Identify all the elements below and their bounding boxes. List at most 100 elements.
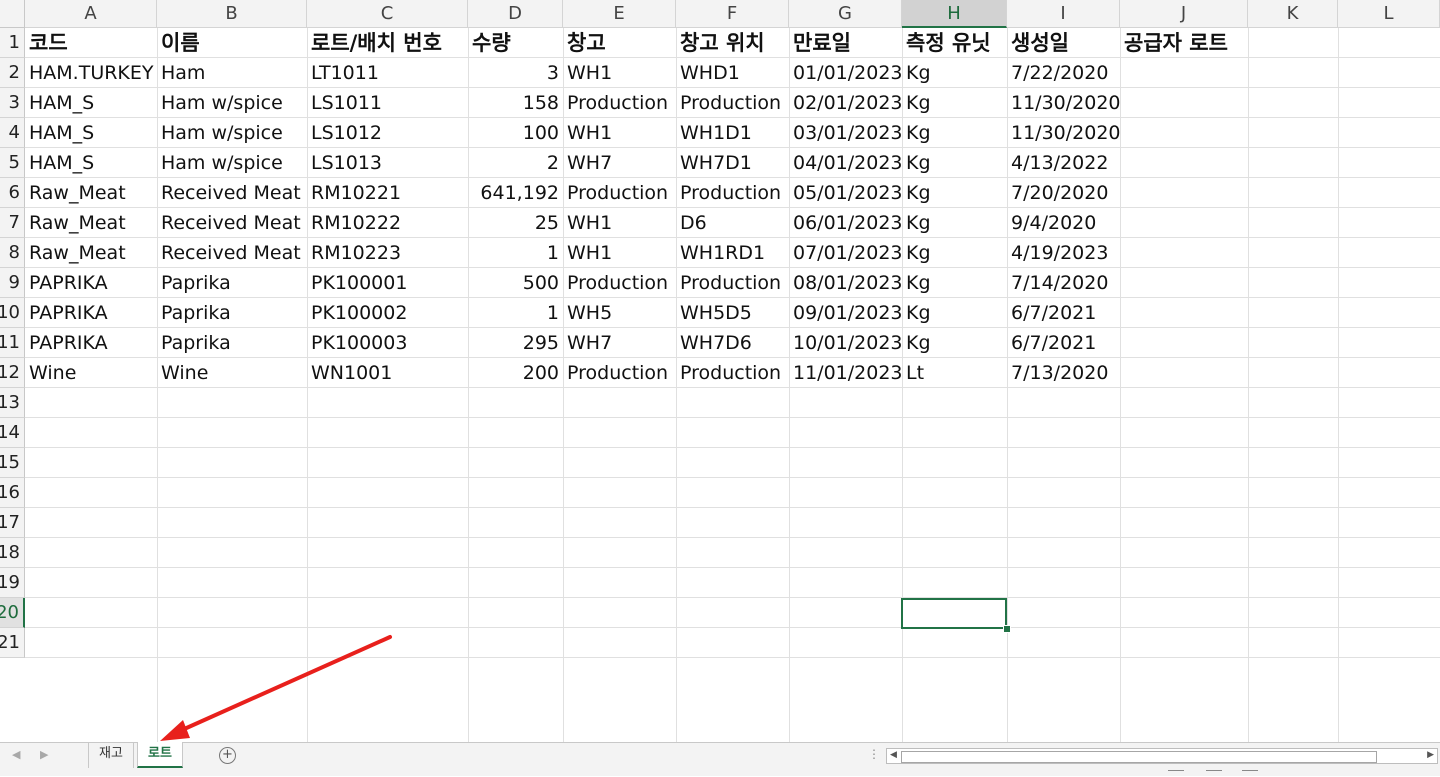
cell-E3[interactable]: Production bbox=[567, 92, 669, 114]
cell-E7[interactable]: WH1 bbox=[567, 212, 613, 234]
cell-I10[interactable]: 6/7/2021 bbox=[1011, 302, 1097, 324]
cell-G11[interactable]: 10/01/2023 bbox=[793, 332, 903, 354]
selected-cell-H20[interactable] bbox=[901, 598, 1007, 629]
row-header-14[interactable]: 14 bbox=[0, 418, 25, 448]
column-header-F[interactable]: F bbox=[676, 0, 789, 28]
cell-G10[interactable]: 09/01/2023 bbox=[793, 302, 903, 324]
cell-E11[interactable]: WH7 bbox=[567, 332, 613, 354]
cell-E8[interactable]: WH1 bbox=[567, 242, 613, 264]
cell-A7[interactable]: Raw_Meat bbox=[29, 212, 126, 234]
sheet-tab-로트[interactable]: 로트 bbox=[137, 742, 183, 768]
cell-H4[interactable]: Kg bbox=[906, 122, 931, 144]
cell-H7[interactable]: Kg bbox=[906, 212, 931, 234]
cell-B6[interactable]: Received Meat bbox=[161, 182, 301, 204]
page-layout-view-icon[interactable] bbox=[1206, 770, 1222, 777]
cell-H6[interactable]: Kg bbox=[906, 182, 931, 204]
cell-H9[interactable]: Kg bbox=[906, 272, 931, 294]
cell-C8[interactable]: RM10223 bbox=[311, 242, 402, 264]
cell-C2[interactable]: LT1011 bbox=[311, 62, 379, 84]
column-header-A[interactable]: A bbox=[25, 0, 157, 28]
cell-G3[interactable]: 02/01/2023 bbox=[793, 92, 903, 114]
row-header-9[interactable]: 9 bbox=[0, 268, 25, 298]
row-header-7[interactable]: 7 bbox=[0, 208, 25, 238]
row-header-13[interactable]: 13 bbox=[0, 388, 25, 418]
cell-J1[interactable]: 공급자 로트 bbox=[1124, 31, 1228, 55]
cell-G12[interactable]: 11/01/2023 bbox=[793, 362, 903, 384]
cell-I6[interactable]: 7/20/2020 bbox=[1011, 182, 1109, 204]
row-header-8[interactable]: 8 bbox=[0, 238, 25, 268]
cell-G1[interactable]: 만료일 bbox=[793, 31, 851, 55]
cell-I7[interactable]: 9/4/2020 bbox=[1011, 212, 1097, 234]
cell-B11[interactable]: Paprika bbox=[161, 332, 231, 354]
fill-handle[interactable] bbox=[1003, 625, 1011, 633]
cell-B12[interactable]: Wine bbox=[161, 362, 209, 384]
cell-B1[interactable]: 이름 bbox=[161, 31, 200, 55]
column-header-H[interactable]: H bbox=[902, 0, 1007, 28]
cell-F7[interactable]: D6 bbox=[680, 212, 707, 234]
add-sheet-button[interactable]: + bbox=[219, 747, 236, 764]
cell-F12[interactable]: Production bbox=[680, 362, 782, 384]
cell-D7[interactable]: 25 bbox=[534, 212, 559, 234]
cell-H1[interactable]: 측정 유닛 bbox=[906, 31, 991, 55]
cell-D6[interactable]: 641,192 bbox=[480, 182, 559, 204]
cell-D5[interactable]: 2 bbox=[546, 152, 559, 174]
cell-A6[interactable]: Raw_Meat bbox=[29, 182, 126, 204]
row-header-5[interactable]: 5 bbox=[0, 148, 25, 178]
row-header-17[interactable]: 17 bbox=[0, 508, 25, 538]
cell-F6[interactable]: Production bbox=[680, 182, 782, 204]
cell-F2[interactable]: WHD1 bbox=[680, 62, 740, 84]
cell-H2[interactable]: Kg bbox=[906, 62, 931, 84]
cell-I4[interactable]: 11/30/2020 bbox=[1011, 122, 1121, 144]
cell-I2[interactable]: 7/22/2020 bbox=[1011, 62, 1109, 84]
cell-B7[interactable]: Received Meat bbox=[161, 212, 301, 234]
sheet-tab-재고[interactable]: 재고 bbox=[88, 742, 134, 768]
cell-I5[interactable]: 4/13/2022 bbox=[1011, 152, 1109, 174]
cell-D1[interactable]: 수량 bbox=[472, 31, 511, 55]
cell-I12[interactable]: 7/13/2020 bbox=[1011, 362, 1109, 384]
cell-C12[interactable]: WN1001 bbox=[311, 362, 393, 384]
row-header-20[interactable]: 20 bbox=[0, 598, 25, 628]
cell-F10[interactable]: WH5D5 bbox=[680, 302, 752, 324]
cell-G4[interactable]: 03/01/2023 bbox=[793, 122, 903, 144]
row-header-21[interactable]: 21 bbox=[0, 628, 25, 658]
cell-F8[interactable]: WH1RD1 bbox=[680, 242, 766, 264]
column-header-I[interactable]: I bbox=[1007, 0, 1120, 28]
cell-H11[interactable]: Kg bbox=[906, 332, 931, 354]
cell-H3[interactable]: Kg bbox=[906, 92, 931, 114]
cell-C4[interactable]: LS1012 bbox=[311, 122, 382, 144]
cell-I3[interactable]: 11/30/2020 bbox=[1011, 92, 1121, 114]
cell-D8[interactable]: 1 bbox=[546, 242, 559, 264]
row-header-6[interactable]: 6 bbox=[0, 178, 25, 208]
cell-B8[interactable]: Received Meat bbox=[161, 242, 301, 264]
cell-A10[interactable]: PAPRIKA bbox=[29, 302, 108, 324]
cell-F11[interactable]: WH7D6 bbox=[680, 332, 752, 354]
cell-D3[interactable]: 158 bbox=[522, 92, 559, 114]
cell-D12[interactable]: 200 bbox=[522, 362, 559, 384]
tab-split-handle-icon[interactable]: ⋮ bbox=[868, 747, 880, 761]
cell-E4[interactable]: WH1 bbox=[567, 122, 613, 144]
column-header-J[interactable]: J bbox=[1120, 0, 1248, 28]
row-header-1[interactable]: 1 bbox=[0, 28, 25, 58]
cell-I8[interactable]: 4/19/2023 bbox=[1011, 242, 1109, 264]
cell-F1[interactable]: 창고 위치 bbox=[680, 31, 765, 55]
cell-A4[interactable]: HAM_S bbox=[29, 122, 95, 144]
row-header-2[interactable]: 2 bbox=[0, 58, 25, 88]
cell-A1[interactable]: 코드 bbox=[29, 31, 68, 55]
cell-I11[interactable]: 6/7/2021 bbox=[1011, 332, 1097, 354]
cell-H8[interactable]: Kg bbox=[906, 242, 931, 264]
scroll-left-icon[interactable]: ◀ bbox=[890, 750, 897, 760]
cell-C1[interactable]: 로트/배치 번호 bbox=[311, 31, 442, 55]
column-header-D[interactable]: D bbox=[468, 0, 563, 28]
scrollbar-thumb[interactable] bbox=[901, 751, 1377, 763]
cell-E5[interactable]: WH7 bbox=[567, 152, 613, 174]
cell-E6[interactable]: Production bbox=[567, 182, 669, 204]
cell-D9[interactable]: 500 bbox=[522, 272, 559, 294]
scroll-right-icon[interactable]: ▶ bbox=[1427, 750, 1434, 760]
cell-F9[interactable]: Production bbox=[680, 272, 782, 294]
cell-E12[interactable]: Production bbox=[567, 362, 669, 384]
row-header-16[interactable]: 16 bbox=[0, 478, 25, 508]
cell-H12[interactable]: Lt bbox=[906, 362, 925, 384]
row-header-12[interactable]: 12 bbox=[0, 358, 25, 388]
cell-H10[interactable]: Kg bbox=[906, 302, 931, 324]
